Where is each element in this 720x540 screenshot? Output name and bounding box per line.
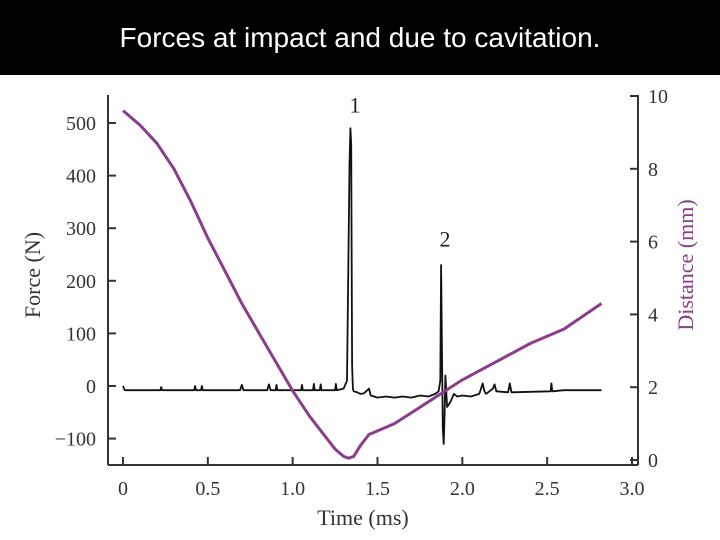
y2-tick-label: 8 bbox=[648, 159, 658, 181]
x-tick-label: 1.5 bbox=[365, 478, 390, 500]
peak-label-2: 2 bbox=[439, 227, 450, 252]
x-tick-label: 1.0 bbox=[280, 478, 305, 500]
y-tick-label: 500 bbox=[66, 113, 96, 135]
y2-axis-label: Distance (mm) bbox=[673, 199, 698, 330]
y-tick-label: 100 bbox=[66, 323, 96, 345]
peak-annotations: 12 bbox=[350, 92, 451, 251]
x-tick-label: 2.0 bbox=[450, 478, 475, 500]
y-tick-label: 0 bbox=[86, 376, 96, 398]
x-tick-label: 3.0 bbox=[620, 478, 645, 500]
y2-tick-label: 0 bbox=[648, 450, 658, 472]
slide-title: Forces at impact and due to cavitation. bbox=[119, 22, 601, 53]
y-tick-label: 300 bbox=[66, 218, 96, 240]
distance-series-line bbox=[122, 109, 603, 460]
peak-label-1: 1 bbox=[350, 92, 361, 117]
force-series-line bbox=[122, 127, 602, 445]
distance-axis: 0 2 4 6 8 10 bbox=[630, 86, 668, 472]
y-axis-label: Force (N) bbox=[20, 232, 45, 318]
axis-labels: Time (ms) Force (N) Distance (mm) bbox=[20, 199, 698, 530]
y-tick-label: 200 bbox=[66, 271, 96, 293]
time-axis: 0 0.5 1.0 1.5 2.0 2.5 3.0 bbox=[108, 457, 645, 500]
y2-tick-label: 4 bbox=[648, 304, 658, 326]
y-tick-label: −100 bbox=[55, 429, 96, 451]
force-axis: −100 0 100 200 300 400 500 bbox=[55, 95, 116, 465]
title-banner: Forces at impact and due to cavitation. bbox=[0, 0, 720, 75]
y2-tick-label: 2 bbox=[648, 377, 658, 399]
x-tick-label: 0 bbox=[118, 478, 128, 500]
y2-tick-label: 6 bbox=[648, 232, 658, 254]
x-tick-label: 2.5 bbox=[535, 478, 560, 500]
y2-tick-label: 10 bbox=[648, 86, 668, 108]
force-distance-chart: −100 0 100 200 300 400 500 0 2 4 6 8 10 0 0.5 1.0 1.5 2… bbox=[20, 86, 698, 530]
x-tick-label: 0.5 bbox=[195, 478, 220, 500]
plot-area bbox=[122, 109, 603, 460]
x-axis-label: Time (ms) bbox=[317, 505, 408, 530]
y-tick-label: 400 bbox=[66, 166, 96, 188]
